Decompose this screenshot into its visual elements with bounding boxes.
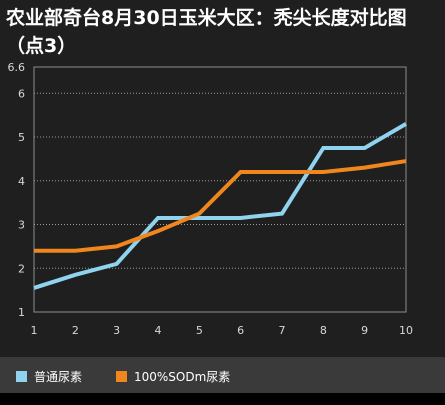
series-lines (33, 122, 408, 290)
series-line-2 (34, 159, 407, 253)
x-tick-label: 10 (399, 324, 413, 337)
x-tick-label: 9 (361, 324, 368, 337)
x-tick-label: 3 (113, 324, 120, 337)
x-tick-label: 8 (320, 324, 327, 337)
y-axis-ticks: 1 2 3 4 5 6 6.6 (8, 61, 26, 319)
grid-lines (34, 92, 406, 269)
legend-swatch-series-1 (16, 370, 27, 382)
legend-label-series-1: 普通尿素 (34, 369, 83, 384)
legend-item-series-2[interactable]: 100%SODm尿素 (116, 369, 231, 384)
x-tick-label: 7 (279, 324, 286, 337)
x-tick-label: 5 (196, 324, 203, 337)
legend-item-series-1[interactable]: 普通尿素 (16, 369, 83, 384)
x-tick-label: 1 (31, 324, 38, 337)
y-tick-label: 6.6 (8, 61, 26, 74)
y-tick-label: 5 (18, 131, 25, 144)
plot-area (33, 66, 407, 313)
y-tick-label: 1 (18, 306, 25, 319)
series-line-1 (33, 122, 408, 290)
x-tick-label: 2 (72, 324, 79, 337)
y-tick-label: 2 (18, 262, 25, 275)
x-tick-label: 6 (237, 324, 244, 337)
y-tick-label: 3 (18, 219, 25, 232)
legend: 普通尿素 100%SODm尿素 (0, 357, 445, 393)
line-chart: 1 2 3 4 5 6 6.6 1 2 3 4 5 6 7 8 9 10 (8, 61, 414, 337)
y-tick-label: 4 (18, 175, 25, 188)
x-axis-ticks: 1 2 3 4 5 6 7 8 9 10 (31, 324, 414, 337)
bottom-strip (0, 393, 445, 405)
legend-label-series-2: 100%SODm尿素 (134, 369, 231, 384)
y-tick-label: 6 (18, 87, 25, 100)
x-tick-label: 4 (155, 324, 162, 337)
chart-title: 农业部奇台8月30日玉米大区：秃尖长度对比图（点3） (6, 7, 407, 57)
legend-swatch-series-2 (116, 370, 127, 382)
